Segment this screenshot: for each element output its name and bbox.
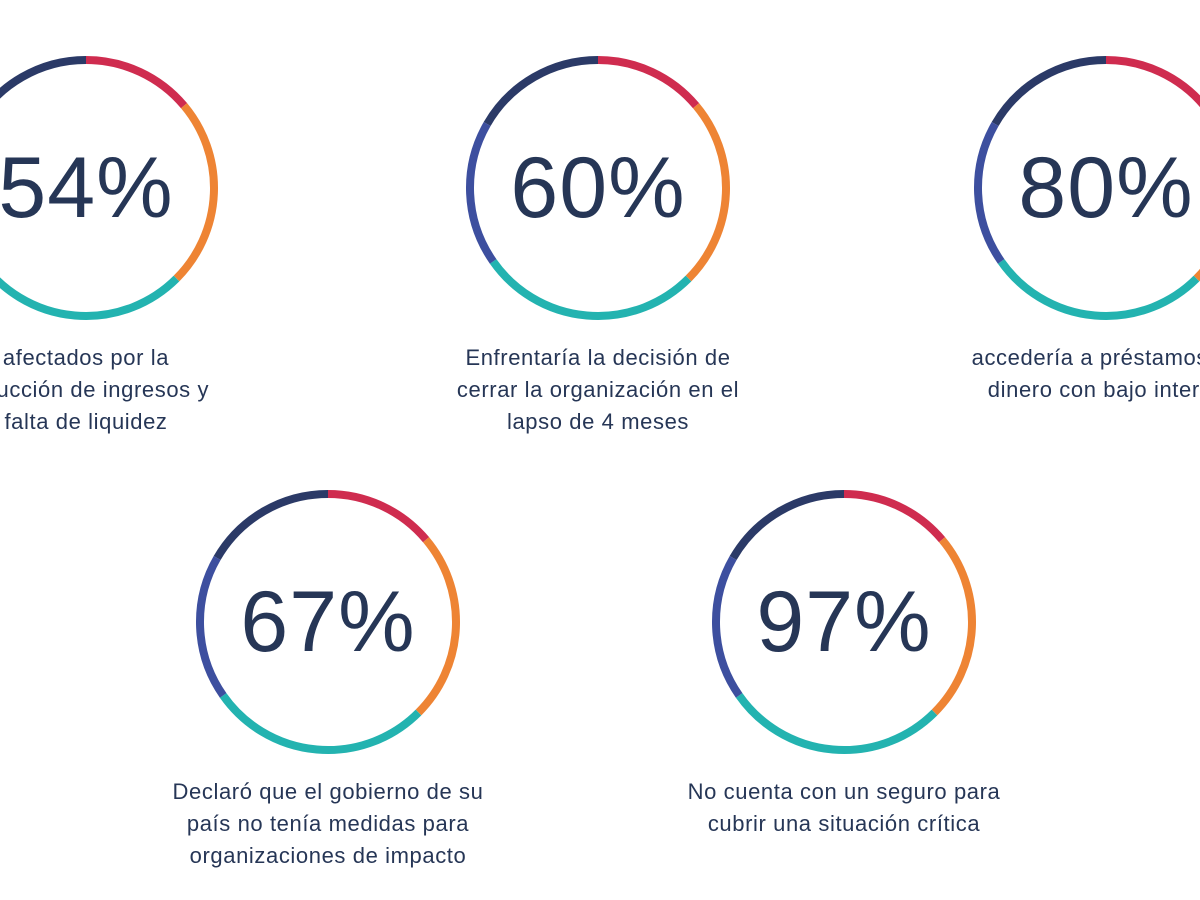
progress-ring-1: 54%: [0, 52, 222, 324]
progress-ring-3: 80%: [970, 52, 1200, 324]
percentage-value: 80%: [1018, 139, 1194, 236]
ring-segment-navy: [0, 56, 87, 99]
stat-caption: No cuenta con un seguro para cubrir una …: [634, 776, 1054, 840]
ring-segment-navy: [991, 56, 1107, 127]
ring-segment-teal: [0, 275, 180, 320]
ring-segment-blue: [974, 122, 1005, 264]
ring-segment-teal: [489, 259, 692, 320]
stat-caption: Declaró que el gobierno de su país no te…: [118, 776, 538, 872]
ring-segment-red: [1105, 56, 1200, 108]
ring-segment-blue: [712, 556, 743, 698]
ring-graphic: [712, 490, 976, 754]
ring-segment-navy: [729, 490, 845, 561]
caption-line: país no tenía medidas para: [186, 811, 470, 836]
caption-line: accedería a préstamos de: [971, 345, 1200, 370]
progress-ring-4: 67%: [192, 486, 464, 758]
stat-caption: Enfrentaría la decisión de cerrar la org…: [388, 342, 808, 438]
ring-segment-teal: [219, 693, 422, 754]
ring-segment-teal: [735, 693, 938, 754]
caption-line: falta de liquidez: [4, 409, 168, 434]
ring-segment-red: [597, 56, 700, 109]
stat-caption: accedería a préstamos de dinero con bajo…: [896, 342, 1200, 406]
caption-line: organizaciones de impacto: [189, 843, 467, 868]
ring-segment-red: [327, 490, 430, 543]
ring-segment-blue: [466, 122, 497, 264]
percentage-value: 97%: [756, 573, 932, 670]
ring-graphic: [196, 490, 460, 754]
caption-line: cerrar la organización en el: [456, 377, 740, 402]
ring-segment-teal: [997, 259, 1200, 320]
ring-segment-orange: [415, 537, 460, 716]
percentage-value: 60%: [510, 139, 686, 236]
stat-caption: afectados por la reducción de ingresos y…: [0, 342, 296, 438]
ring-graphic: [0, 56, 218, 320]
caption-line: Enfrentaría la decisión de: [465, 345, 731, 370]
progress-ring-5: 97%: [708, 486, 980, 758]
progress-ring-2: 60%: [462, 52, 734, 324]
ring-segment-orange: [685, 103, 730, 282]
caption-line: reducción de ingresos y: [0, 377, 210, 402]
ring-segment-orange: [931, 537, 976, 716]
percentage-value: 54%: [0, 139, 174, 236]
ring-segment-navy: [213, 490, 329, 561]
caption-line: dinero con bajo interés: [987, 377, 1200, 402]
percentage-value: 67%: [240, 573, 416, 670]
caption-line: No cuenta con un seguro para: [687, 779, 1001, 804]
ring-graphic: [466, 56, 730, 320]
caption-line: lapso de 4 meses: [506, 409, 690, 434]
ring-segment-navy: [483, 56, 599, 127]
ring-segment-blue: [196, 556, 227, 698]
ring-graphic: [974, 56, 1200, 320]
caption-line: afectados por la: [2, 345, 170, 370]
ring-segment-orange: [173, 103, 218, 282]
caption-line: cubrir una situación crítica: [707, 811, 981, 836]
ring-segment-red: [85, 56, 188, 109]
ring-segment-red: [843, 490, 946, 543]
caption-line: Declaró que el gobierno de su: [172, 779, 484, 804]
